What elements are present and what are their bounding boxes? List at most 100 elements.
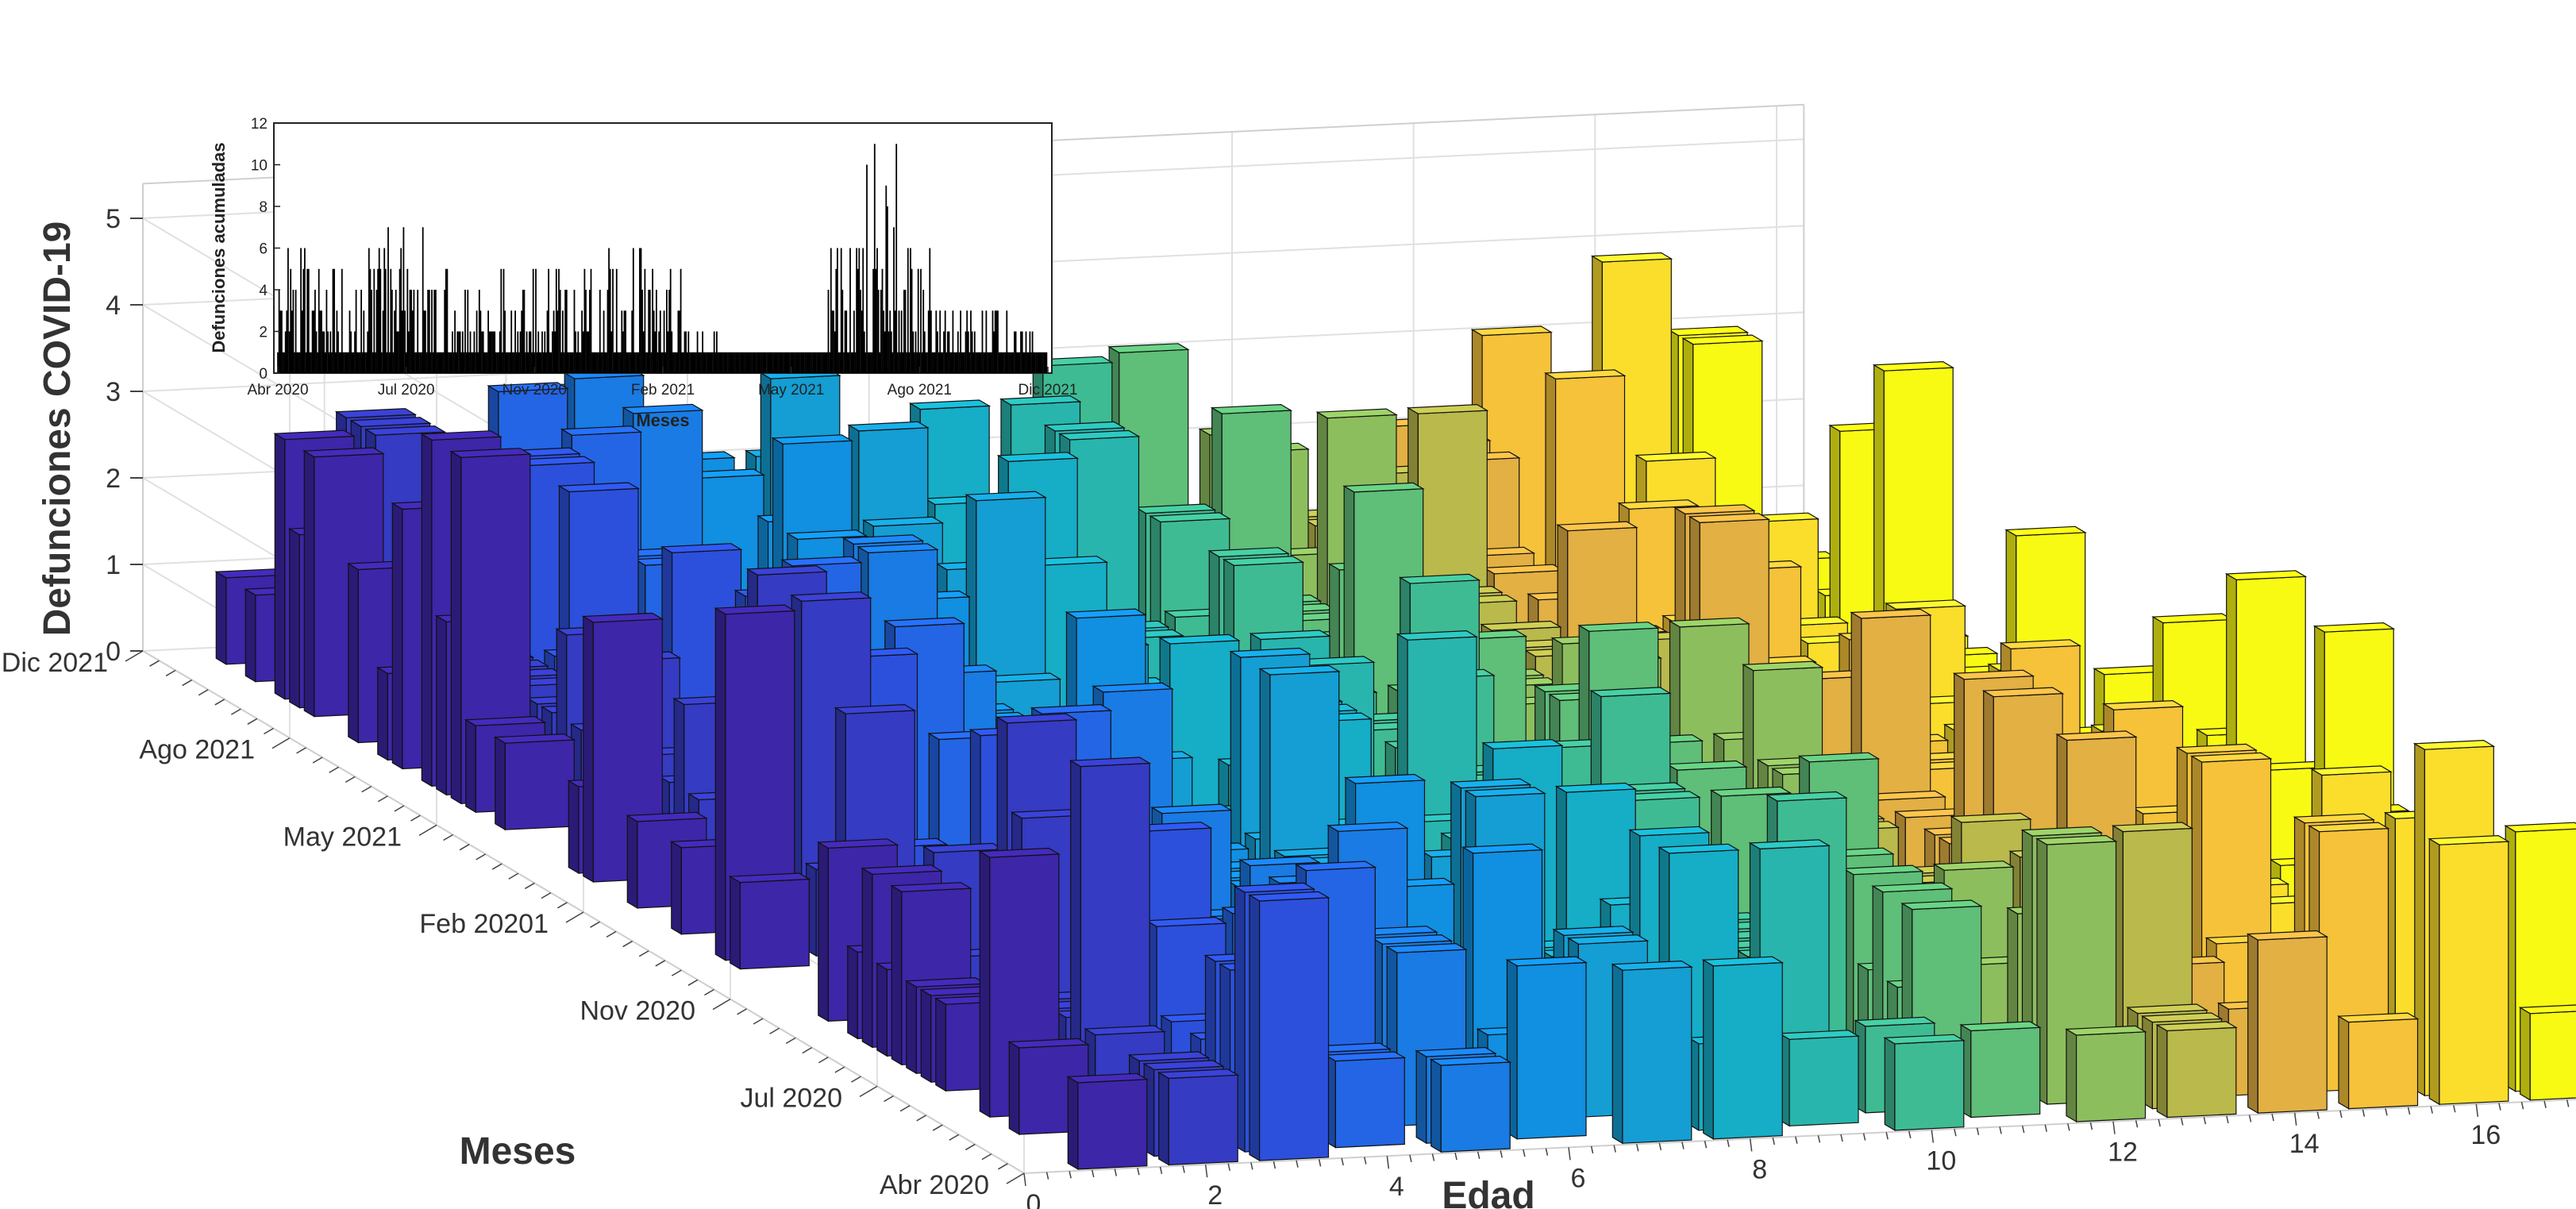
x-tick bbox=[2181, 1118, 2184, 1126]
y-tick bbox=[606, 930, 617, 938]
y-tick bbox=[476, 853, 487, 861]
x-tick bbox=[1045, 1172, 1049, 1180]
x-tick bbox=[1500, 1150, 1503, 1158]
bar-3d bbox=[1777, 1030, 1861, 1127]
inset-y-axis-title: Defunciones acumuladas bbox=[209, 142, 229, 352]
inset-y-tick-label: 0 bbox=[259, 366, 268, 383]
y-tick bbox=[198, 689, 209, 696]
bar-3d bbox=[2518, 1004, 2576, 1101]
y-tick-label: Abr 2020 bbox=[880, 1170, 989, 1200]
y-tick bbox=[916, 1115, 927, 1122]
x-tick bbox=[1568, 1147, 1571, 1161]
y-tick bbox=[712, 999, 731, 1011]
bar-3d bbox=[1247, 891, 1330, 1162]
x-tick bbox=[2112, 1121, 2116, 1134]
y-tick bbox=[312, 757, 323, 764]
x-tick bbox=[1159, 1166, 1163, 1174]
y-tick bbox=[524, 882, 535, 890]
y-tick bbox=[508, 872, 519, 880]
x-tick bbox=[2475, 1103, 2479, 1117]
x-tick bbox=[1069, 1171, 1072, 1179]
z-tick-label: 1 bbox=[106, 550, 121, 580]
y-tick bbox=[165, 669, 176, 677]
x-tick bbox=[1613, 1145, 1616, 1153]
x-tick bbox=[1523, 1149, 1526, 1157]
y-tick bbox=[802, 1046, 813, 1054]
x-tick bbox=[1840, 1134, 1843, 1142]
x-tick bbox=[1590, 1145, 1594, 1154]
x-tick-label: 12 bbox=[2108, 1138, 2138, 1168]
x-tick bbox=[1454, 1152, 1457, 1161]
inset-y-tick-label: 4 bbox=[259, 283, 268, 299]
x-tick bbox=[2362, 1109, 2366, 1117]
z-axis-title: Defunciones COVID-19 bbox=[37, 221, 79, 637]
y-tick bbox=[247, 718, 258, 725]
x-tick bbox=[1727, 1139, 1730, 1147]
y-tick bbox=[638, 950, 649, 957]
inset-x-tick-label: Jul 2020 bbox=[378, 382, 435, 399]
y-tick bbox=[182, 679, 193, 687]
y-tick bbox=[818, 1057, 829, 1064]
bar-3d bbox=[2155, 1021, 2238, 1119]
y-axis-title: Meses bbox=[460, 1130, 576, 1172]
inset-bars bbox=[277, 144, 1048, 373]
x-tick-label: 6 bbox=[1571, 1163, 1586, 1193]
bar-3d bbox=[1505, 956, 1588, 1140]
inset-y-tick-label: 12 bbox=[251, 116, 268, 133]
x-tick bbox=[1227, 1163, 1230, 1171]
x-tick bbox=[2044, 1124, 2047, 1132]
y-tick bbox=[264, 727, 274, 735]
bar-3d bbox=[1611, 960, 1693, 1145]
bar-3d bbox=[1883, 1034, 1966, 1131]
inset-y-tick-label: 2 bbox=[259, 325, 268, 341]
y-tick bbox=[769, 1027, 780, 1034]
x-tick bbox=[1318, 1159, 1322, 1167]
y-tick bbox=[329, 766, 340, 773]
y-tick bbox=[851, 1076, 861, 1083]
x-tick bbox=[2271, 1113, 2274, 1122]
x-tick bbox=[2566, 1099, 2570, 1107]
inset-x-axis-title: Meses bbox=[636, 410, 689, 430]
x-axis-title: Edad bbox=[1442, 1175, 1534, 1209]
y-tick bbox=[418, 824, 437, 836]
x-tick bbox=[1658, 1142, 1662, 1151]
x-tick bbox=[1431, 1153, 1435, 1161]
x-tick bbox=[1114, 1169, 1118, 1176]
z-tick-label: 4 bbox=[106, 291, 121, 321]
z-tick-label: 3 bbox=[106, 377, 121, 407]
bar-3d bbox=[1157, 1068, 1240, 1166]
x-tick-label: 14 bbox=[2289, 1129, 2320, 1159]
y-tick bbox=[410, 814, 421, 822]
inset-x-tick-label: May 2021 bbox=[758, 382, 824, 399]
x-tick-label: 8 bbox=[1752, 1154, 1767, 1184]
x-tick bbox=[1908, 1130, 1912, 1139]
y-tick bbox=[949, 1134, 960, 1141]
y-tick bbox=[149, 660, 160, 667]
inset-x-tick-label: Ago 2021 bbox=[888, 382, 952, 399]
x-tick bbox=[1386, 1156, 1390, 1169]
bars-3d bbox=[214, 252, 2576, 1170]
x-tick-label: 10 bbox=[1926, 1146, 1956, 1176]
inset-x-tick-label: Abr 2020 bbox=[247, 382, 308, 399]
y-tick bbox=[565, 911, 584, 923]
x-tick bbox=[1137, 1168, 1140, 1176]
x-tick bbox=[2453, 1105, 2456, 1113]
y-tick bbox=[737, 1008, 747, 1015]
y-tick bbox=[998, 1163, 1008, 1170]
y-tick bbox=[1006, 1172, 1025, 1184]
y-tick bbox=[785, 1037, 796, 1045]
y-tick bbox=[981, 1153, 992, 1161]
y-tick bbox=[557, 902, 568, 909]
y-tick bbox=[345, 776, 356, 784]
x-tick bbox=[1250, 1162, 1253, 1170]
bar-3d bbox=[1429, 1055, 1512, 1153]
bar-3d bbox=[2064, 1025, 2147, 1123]
x-tick bbox=[1772, 1137, 1775, 1145]
bar-3d bbox=[2428, 834, 2510, 1106]
x-tick bbox=[1204, 1165, 1208, 1178]
y-tick bbox=[271, 737, 291, 749]
x-tick bbox=[2226, 1115, 2229, 1124]
bar-3d bbox=[493, 733, 576, 831]
bar-3d bbox=[449, 448, 532, 805]
